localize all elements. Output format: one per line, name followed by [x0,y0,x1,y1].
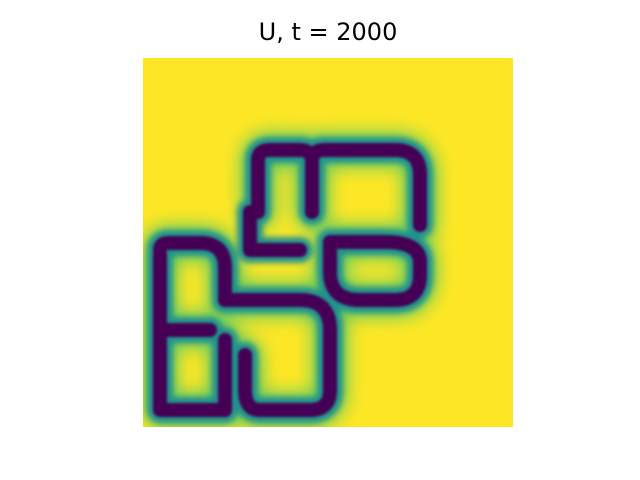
pattern-core [153,143,427,417]
chart-title: U, t = 2000 [258,18,398,46]
